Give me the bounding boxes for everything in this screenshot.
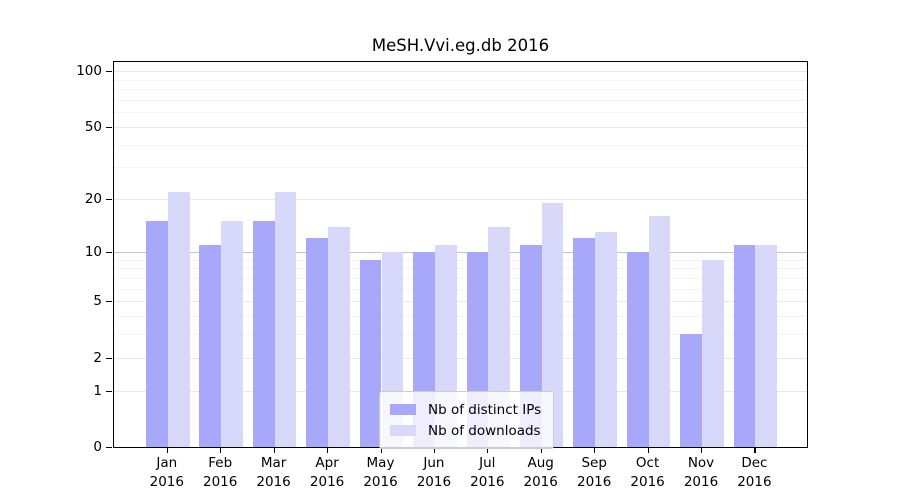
bar-downloads-apr: [328, 226, 350, 447]
x-tick-label-jun: Jun 2016: [416, 455, 452, 490]
x-tick-mark-aug: [540, 448, 542, 453]
x-tick-label-dec: Dec 2016: [737, 455, 772, 490]
major-gridline-50: [114, 126, 807, 128]
y-tick-label-0: 0: [93, 439, 102, 455]
major-gridline-2: [114, 357, 807, 359]
y-tick-mark-5: [106, 301, 112, 303]
bar-downloads-mar: [274, 191, 297, 447]
x-tick-mark-jul: [487, 448, 489, 453]
x-tick-label-sep: Sep 2016: [577, 455, 612, 490]
x-tick-label-nov: Nov 2016: [683, 455, 719, 490]
major-gridline-5: [114, 301, 807, 303]
x-tick-mark-may: [380, 448, 382, 453]
y-tick-label-5: 5: [93, 293, 102, 310]
legend-swatch-downloads: [390, 425, 416, 436]
y-tick-label-10: 10: [84, 243, 102, 260]
y-tick-label-20: 20: [84, 191, 102, 208]
x-tick-label-may: May 2016: [363, 455, 398, 490]
legend-entry-distinct-ips: Nb of distinct IPs: [390, 399, 541, 420]
bar-downloads-dec: [755, 244, 778, 447]
major-gridline-100: [114, 71, 807, 73]
chart-title: MeSH.Vvi.eg.db 2016: [371, 36, 550, 55]
bar-distinct-ips-oct: [626, 251, 649, 447]
minor-gridline-6: [114, 288, 807, 290]
minor-gridline-40: [114, 144, 807, 146]
minor-gridline-9: [114, 259, 807, 261]
y-tick-mark-20: [106, 199, 112, 201]
x-tick-mark-jun: [433, 448, 436, 453]
legend: Nb of distinct IPs Nb of downloads: [379, 391, 555, 449]
y-tick-mark-2: [106, 357, 112, 359]
bar-downloads-nov: [702, 259, 724, 447]
x-tick-label-feb: Feb 2016: [203, 455, 238, 490]
x-tick-label-mar: Mar 2016: [256, 455, 291, 490]
y-tick-mark-0: [106, 447, 112, 449]
x-tick-label-jul: Jul 2016: [470, 455, 505, 490]
bar-distinct-ips-nov: [680, 334, 702, 447]
bar-downloads-aug: [541, 203, 564, 447]
x-tick-label-oct: Oct 2016: [630, 455, 665, 490]
major-gridline-20: [114, 199, 807, 201]
y-tick-mark-1: [106, 390, 112, 392]
x-tick-mark-dec: [754, 448, 756, 453]
minor-gridline-60: [114, 112, 807, 114]
legend-label-downloads: Nb of downloads: [428, 422, 541, 439]
minor-gridline-8: [114, 268, 807, 270]
y-tick-label-1: 1: [93, 382, 102, 399]
plot-area: Nb of distinct IPs Nb of downloads: [113, 61, 808, 449]
x-tick-mark-feb: [220, 448, 222, 453]
legend-entry-downloads: Nb of downloads: [390, 420, 541, 441]
y-tick-label-2: 2: [93, 349, 102, 366]
bar-distinct-ips-apr: [306, 238, 329, 447]
x-tick-label-jan: Jan 2016: [149, 455, 184, 490]
bar-distinct-ips-feb: [199, 244, 222, 447]
x-tick-mark-mar: [273, 448, 275, 453]
minor-gridline-7: [114, 277, 807, 279]
x-tick-mark-nov: [701, 448, 703, 453]
minor-gridline-30: [114, 167, 807, 169]
bar-downloads-feb: [221, 221, 243, 447]
x-tick-mark-oct: [647, 448, 649, 453]
minor-gridline-4: [114, 315, 807, 317]
bar-distinct-ips-sep: [573, 238, 596, 447]
bar-downloads-sep: [595, 232, 617, 447]
x-tick-mark-sep: [594, 448, 596, 453]
minor-gridline-80: [114, 89, 807, 91]
x-tick-mark-jan: [166, 448, 168, 453]
bar-downloads-oct: [648, 216, 671, 447]
y-tick-mark-50: [106, 126, 112, 128]
major-gridline-10: [114, 251, 807, 253]
x-tick-mark-apr: [327, 448, 329, 453]
legend-swatch-distinct-ips: [390, 404, 416, 415]
bar-distinct-ips-mar: [252, 221, 275, 447]
minor-gridline-90: [114, 79, 807, 81]
bar-distinct-ips-may: [359, 259, 382, 447]
y-tick-label-50: 50: [84, 118, 102, 135]
minor-gridline-70: [114, 99, 807, 101]
x-tick-label-aug: Aug 2016: [523, 455, 558, 490]
y-tick-label-100: 100: [76, 63, 102, 80]
bar-distinct-ips-dec: [733, 244, 756, 447]
x-tick-label-apr: Apr 2016: [309, 455, 345, 490]
y-tick-mark-10: [106, 251, 112, 253]
bar-downloads-jan: [167, 191, 190, 447]
minor-gridline-3: [114, 334, 807, 336]
bar-distinct-ips-jan: [146, 221, 168, 447]
legend-label-distinct-ips: Nb of distinct IPs: [428, 401, 542, 418]
y-tick-mark-100: [106, 71, 112, 73]
